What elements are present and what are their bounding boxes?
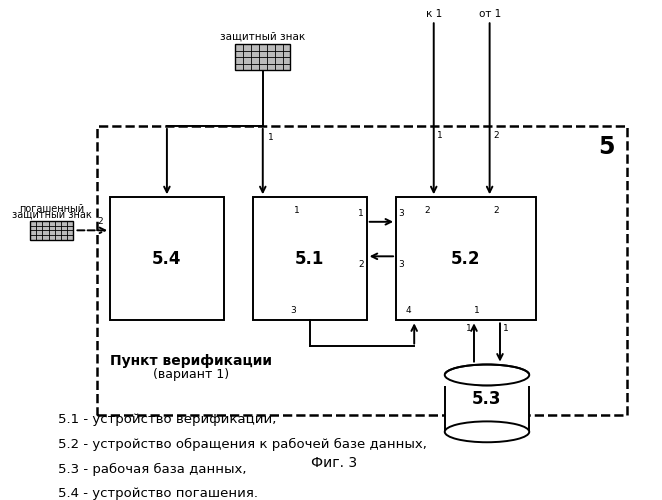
Text: 1: 1: [357, 209, 363, 218]
Bar: [30, 221, 73, 240]
Text: 2: 2: [358, 260, 363, 269]
Text: 5.2: 5.2: [451, 250, 481, 268]
Text: 1: 1: [475, 306, 480, 314]
Text: 5: 5: [598, 134, 615, 158]
Text: 1: 1: [502, 324, 508, 333]
Text: 5.1 - устройство верификации,: 5.1 - устройство верификации,: [58, 414, 277, 426]
Ellipse shape: [445, 422, 529, 442]
Text: 5.2 - устройство обращения к рабочей базе данных,: 5.2 - устройство обращения к рабочей баз…: [58, 438, 427, 451]
Ellipse shape: [445, 364, 529, 386]
Text: 2: 2: [493, 131, 498, 140]
Text: 3: 3: [399, 260, 404, 269]
Text: погашенный: погашенный: [19, 204, 84, 214]
Text: 1: 1: [437, 131, 443, 140]
Text: защитный знак: защитный знак: [12, 210, 91, 220]
Text: 5.4: 5.4: [152, 250, 181, 268]
Text: 1: 1: [465, 324, 471, 333]
Text: 5.4 - устройство погашения.: 5.4 - устройство погашения.: [58, 488, 258, 500]
Text: 1: 1: [294, 206, 300, 214]
Text: 3: 3: [291, 306, 297, 314]
Text: 5.3 - рабочая база данных,: 5.3 - рабочая база данных,: [58, 462, 246, 476]
Text: к 1: к 1: [426, 10, 442, 20]
Bar: [443, 374, 531, 386]
Bar: [445, 375, 529, 432]
Text: 2: 2: [493, 206, 498, 214]
Bar: [235, 44, 291, 70]
Text: защитный знак: защитный знак: [220, 32, 305, 42]
Text: Пункт верификации: Пункт верификации: [111, 354, 272, 368]
Text: 1: 1: [268, 134, 273, 142]
Text: 2: 2: [97, 216, 103, 226]
Bar: [253, 197, 367, 320]
Text: (вариант 1): (вариант 1): [153, 368, 229, 382]
Bar: [110, 197, 224, 320]
Text: 5.3: 5.3: [472, 390, 502, 407]
Text: 3: 3: [399, 209, 404, 218]
Bar: [97, 126, 627, 415]
Text: 4: 4: [405, 306, 411, 314]
Text: Фиг. 3: Фиг. 3: [311, 456, 357, 470]
Bar: [396, 197, 536, 320]
Text: 2: 2: [425, 206, 430, 214]
Text: 5.1: 5.1: [295, 250, 324, 268]
Text: от 1: от 1: [479, 10, 500, 20]
